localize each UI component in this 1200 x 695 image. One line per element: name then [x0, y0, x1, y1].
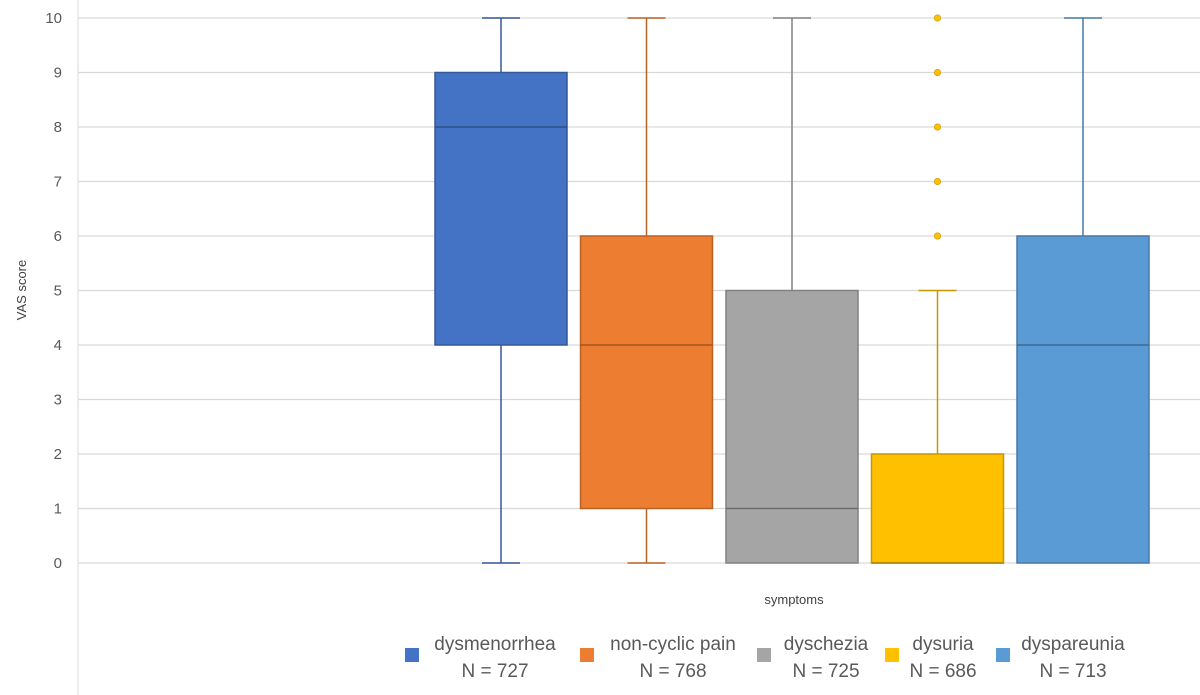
plot-area [434, 14, 1150, 564]
y-tick-label: 5 [54, 283, 62, 300]
outlier-point [933, 14, 941, 22]
legend-n-label: N = 768 [639, 661, 706, 682]
legend-n-label: N = 727 [461, 661, 528, 682]
box-rect [870, 453, 1005, 564]
box-non-cyclic-pain [579, 17, 714, 564]
y-tick-label: 1 [54, 501, 62, 518]
box-dyschezia [725, 17, 859, 564]
legend-swatch [580, 648, 594, 662]
box-dysuria [870, 14, 1005, 564]
legend-item-dysuria: dysuria N = 686 [885, 634, 977, 682]
box-dyspareunia [1016, 17, 1150, 564]
y-tick-label: 10 [45, 10, 62, 27]
legend-n-label: N = 725 [792, 661, 859, 682]
y-axis-ticks: 0 1 2 3 4 5 6 7 8 9 10 [45, 10, 62, 572]
legend-item-dyschezia: dyschezia N = 725 [757, 634, 869, 682]
legend-label: dyspareunia [1021, 634, 1125, 655]
box-rect [579, 235, 714, 510]
y-tick-label: 2 [54, 446, 62, 463]
y-tick-label: 8 [54, 119, 62, 136]
legend-label: dysmenorrhea [434, 634, 556, 655]
y-tick-label: 9 [54, 65, 62, 82]
y-tick-label: 3 [54, 392, 62, 409]
box-rect [434, 71, 568, 346]
legend-label: non-cyclic pain [610, 634, 736, 655]
legend-n-label: N = 686 [909, 661, 976, 682]
legend-item-dysmenorrhea: dysmenorrhea N = 727 [405, 634, 556, 682]
legend-swatch [996, 648, 1010, 662]
y-tick-label: 4 [54, 337, 62, 354]
legend-n-label: N = 713 [1039, 661, 1106, 682]
legend-swatch [405, 648, 419, 662]
legend: dysmenorrhea N = 727 non-cyclic pain N = 76… [405, 634, 1125, 682]
legend-item-dyspareunia: dyspareunia N = 713 [996, 634, 1125, 682]
legend-label: dysuria [912, 634, 974, 655]
y-tick-label: 6 [54, 228, 62, 245]
y-tick-label: 7 [54, 174, 62, 191]
legend-swatch [885, 648, 899, 662]
outlier-point [933, 69, 941, 77]
legend-label: dyschezia [784, 634, 869, 655]
box-dysmenorrhea [434, 17, 568, 564]
legend-swatch [757, 648, 771, 662]
outlier-point [933, 123, 941, 131]
y-axis-title: VAS score [14, 260, 29, 320]
x-axis-title: symptoms [764, 592, 824, 607]
outlier-point [933, 178, 941, 186]
outlier-point [933, 232, 941, 240]
box-rect [725, 289, 859, 564]
legend-item-non-cyclic-pain: non-cyclic pain N = 768 [580, 634, 736, 682]
y-tick-label: 0 [54, 555, 62, 572]
box-rect [1016, 235, 1150, 564]
